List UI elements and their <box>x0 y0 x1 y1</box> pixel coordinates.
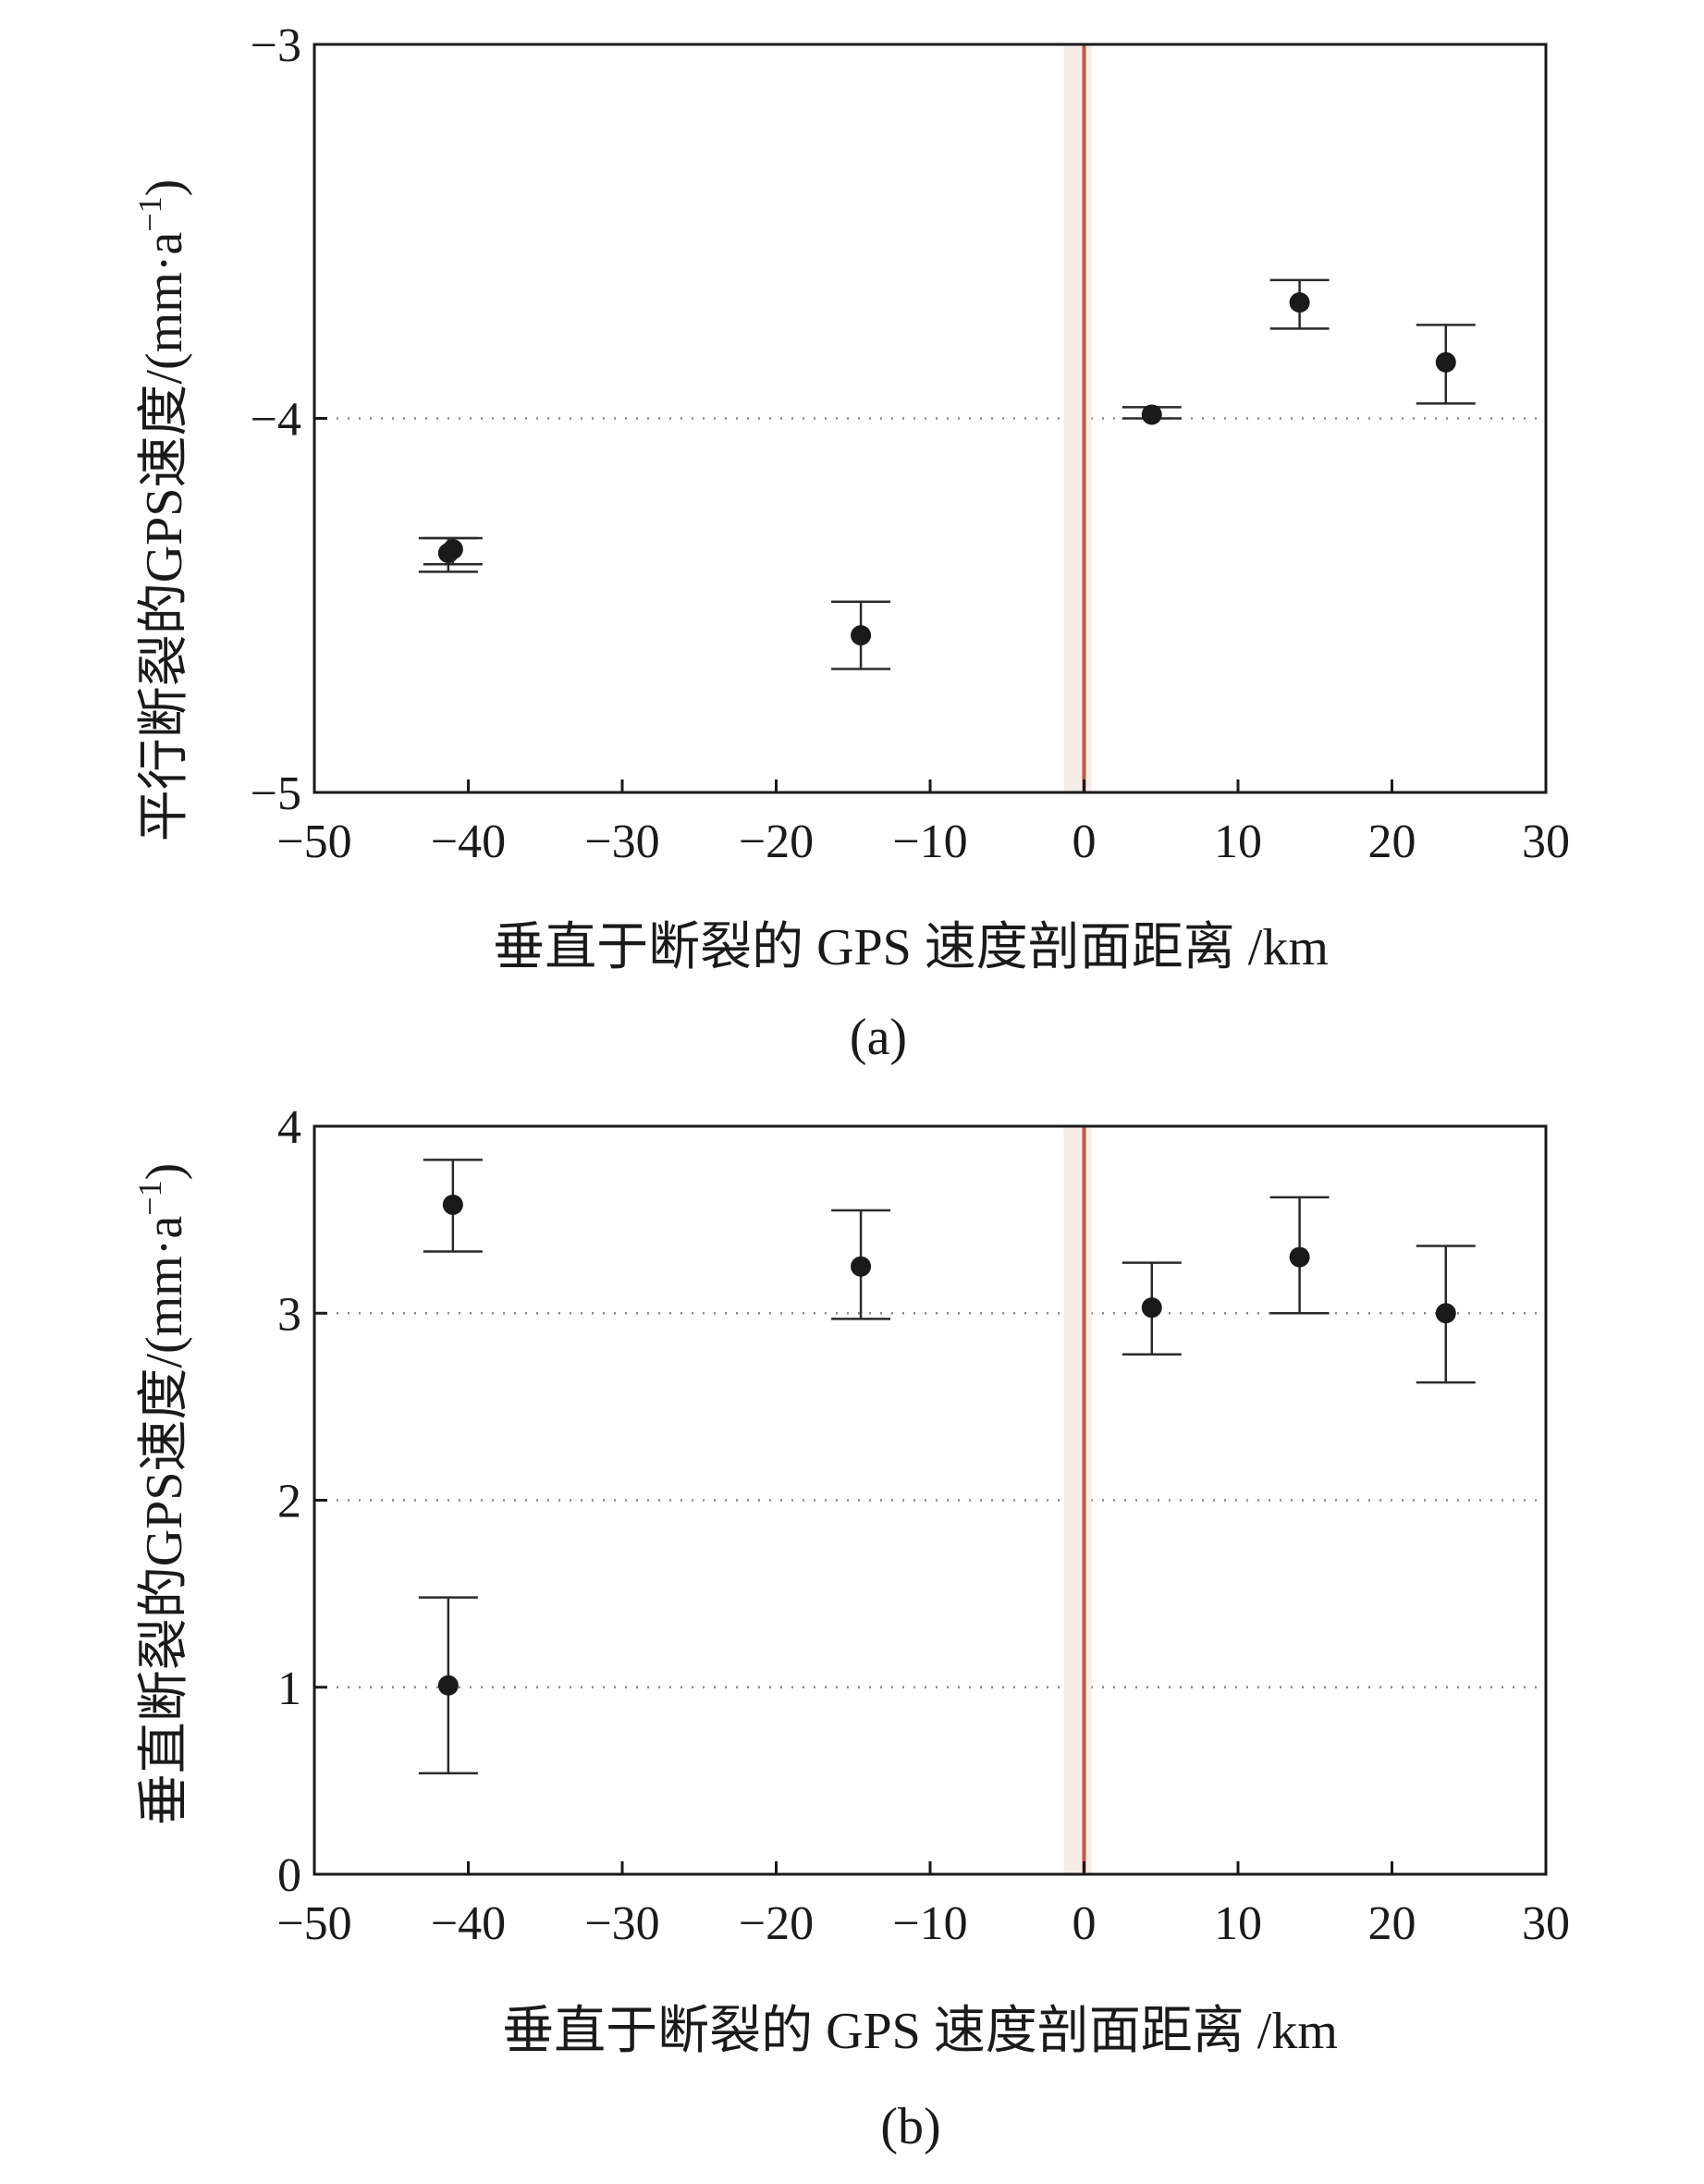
data-point <box>831 1209 891 1320</box>
y-tick-label: 3 <box>277 1288 301 1341</box>
grid-lines <box>314 1312 1546 1688</box>
plot-frame <box>313 43 1548 794</box>
point-marker <box>1289 1246 1310 1268</box>
point-marker <box>1141 404 1162 425</box>
y-axis-title-close: ) <box>136 179 193 197</box>
data-point <box>423 1159 483 1253</box>
fault-band <box>1063 44 1092 792</box>
y-tick-label: 0 <box>277 1849 301 1902</box>
axis-ticks: −50 −40 −30 −20 −10 0 10 20 30 0 1 2 3 4 <box>276 1101 1570 1950</box>
x-tick-label: −40 <box>431 816 506 868</box>
data-point <box>1122 404 1182 425</box>
x-tick-label: 10 <box>1214 1897 1262 1950</box>
x-tick-label: −10 <box>892 816 967 868</box>
point-marker <box>851 1256 872 1277</box>
y-axis-title-main: 平行断裂的GPS速度/(mm·a <box>136 232 193 842</box>
x-tick-label: 30 <box>1522 816 1570 868</box>
y-axis-title-sup: −1 <box>131 1180 168 1215</box>
data-point <box>423 536 483 566</box>
plot-frame <box>313 1124 1548 1876</box>
y-tick-label: −4 <box>251 394 301 447</box>
x-tick-label: −50 <box>276 1897 351 1950</box>
x-tick-label: −30 <box>584 816 659 868</box>
point-marker <box>437 1675 459 1696</box>
y-tick-label: −3 <box>251 19 301 72</box>
x-tick-label: −50 <box>276 816 351 868</box>
data-point <box>1416 1245 1476 1384</box>
x-tick-label: −20 <box>739 816 814 868</box>
y-axis-title-main: 垂直断裂的GPS速度/(mm·a <box>136 1216 193 1826</box>
panel-label-a: (a) <box>850 1009 907 1066</box>
axis-ticks: −50 −40 −30 −20 −10 0 10 20 30 −3 −4 −5 <box>251 19 1570 868</box>
x-axis-title: 垂直于断裂的 GPS 速度剖面距离 /km <box>493 919 1329 976</box>
chart-panel-b: −50 −40 −30 −20 −10 0 10 20 30 0 1 2 3 4 垂直断裂的GPS速度/(… <box>131 1101 1570 2155</box>
x-tick-label: 30 <box>1522 1897 1570 1950</box>
y-axis-title-close: ) <box>136 1163 193 1181</box>
y-axis-title-sup: −1 <box>131 196 168 231</box>
x-tick-label: −10 <box>892 1897 967 1950</box>
data-point <box>831 600 891 670</box>
y-tick-label: 1 <box>277 1663 301 1715</box>
x-tick-label: 0 <box>1073 1897 1097 1950</box>
chart-panel-a: −50 −40 −30 −20 −10 0 10 20 30 −3 −4 −5 平行断裂的GPS速度/… <box>131 19 1570 1066</box>
y-axis-title: 垂直断裂的GPS速度/(mm·a−1) <box>131 1163 193 1826</box>
x-tick-label: −20 <box>739 1897 814 1950</box>
point-marker <box>1141 1297 1162 1319</box>
point-marker <box>1289 292 1310 313</box>
y-tick-label: 4 <box>277 1101 301 1154</box>
x-axis-title: 垂直于断裂的 GPS 速度剖面距离 /km <box>502 2003 1338 2060</box>
data-point <box>1269 1196 1330 1315</box>
panel-label-b: (b) <box>880 2098 940 2155</box>
x-tick-label: −30 <box>584 1897 659 1950</box>
x-tick-label: 10 <box>1214 816 1262 868</box>
x-tick-label: −40 <box>431 1897 506 1950</box>
point-marker <box>442 1194 463 1215</box>
point-marker <box>442 539 463 560</box>
x-tick-label: 0 <box>1073 816 1097 868</box>
data-marks <box>418 1159 1476 1775</box>
point-marker <box>1435 351 1456 373</box>
fault-band <box>1063 1126 1092 1874</box>
y-axis-title: 平行断裂的GPS速度/(mm·a−1) <box>131 179 193 842</box>
x-tick-label: 20 <box>1368 1897 1416 1950</box>
point-marker <box>851 625 872 646</box>
x-tick-label: 20 <box>1368 816 1416 868</box>
y-tick-label: −5 <box>251 767 301 820</box>
data-point <box>418 1596 478 1775</box>
data-marks <box>418 278 1476 670</box>
data-point <box>1416 324 1476 405</box>
data-point <box>1122 1261 1182 1356</box>
y-tick-label: 2 <box>277 1476 301 1528</box>
point-marker <box>1435 1303 1456 1324</box>
data-point <box>1269 278 1330 330</box>
